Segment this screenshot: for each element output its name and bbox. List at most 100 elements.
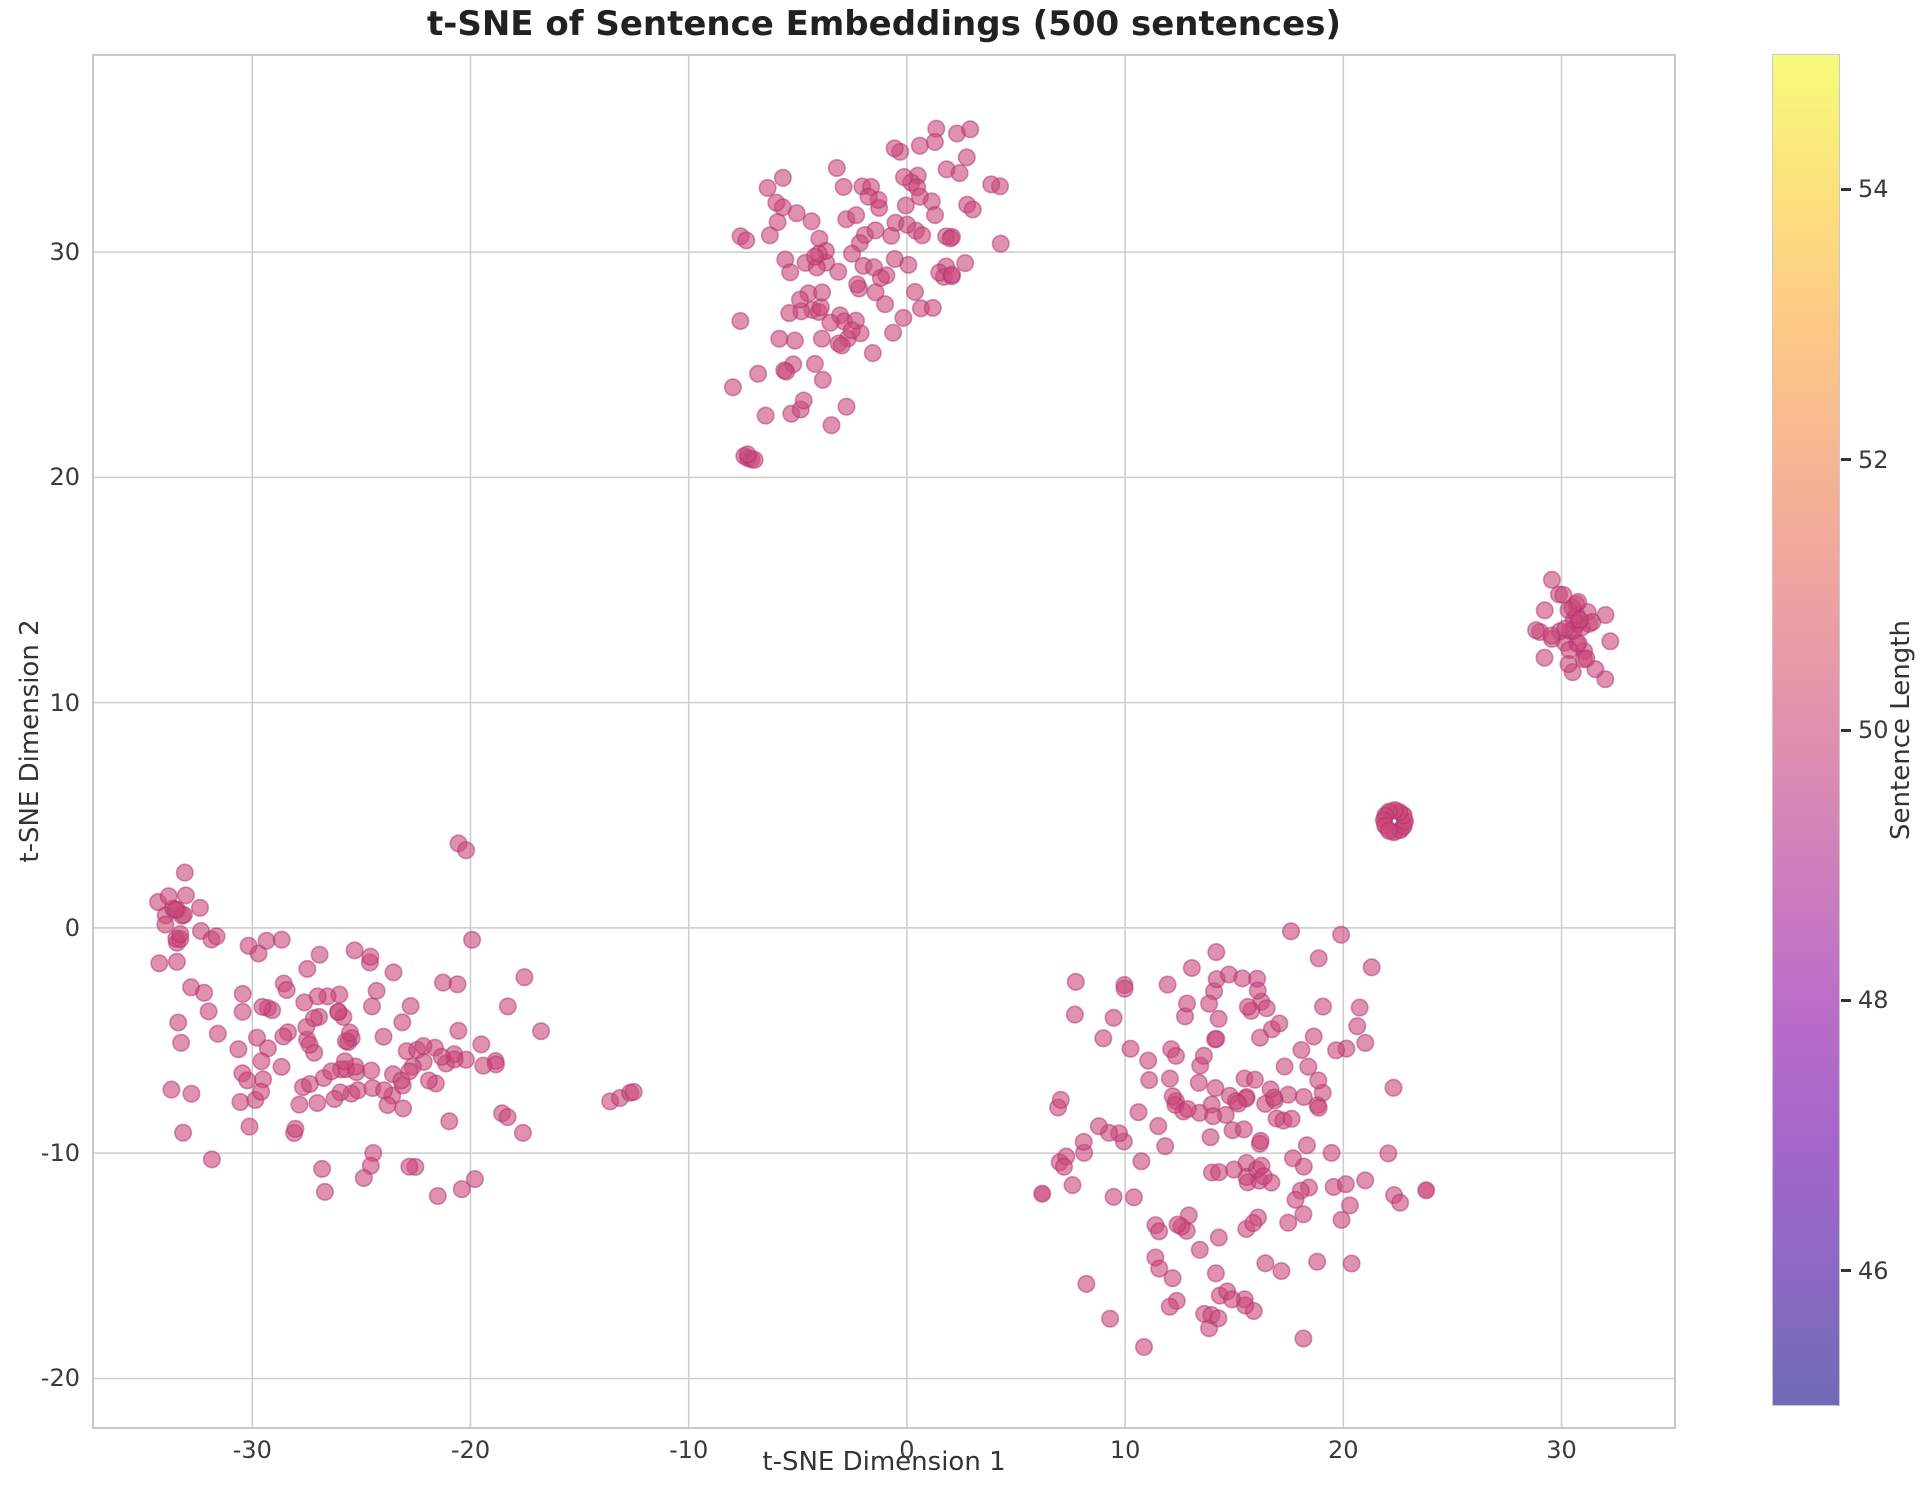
data-point [1182,958,1201,978]
data-point [1556,619,1575,638]
data-point [1342,1254,1361,1273]
data-point [195,983,214,1002]
colorbar-tick-mark [1841,187,1851,191]
data-point [286,1119,305,1138]
colorbar-tick-label: 54 [1858,175,1889,204]
data-point [1379,1144,1398,1163]
data-point [848,275,867,294]
data-point [624,1082,643,1101]
data-point [1281,922,1301,941]
data-point [325,1089,344,1109]
data-point [1156,1137,1175,1156]
data-point [401,996,420,1016]
data-point [1596,605,1615,625]
data-point [1168,1215,1187,1234]
data-point [322,1062,341,1081]
plot-border [92,54,1676,1429]
data-point [474,1056,493,1075]
data-point [1313,997,1333,1016]
data-point [172,1033,191,1052]
data-point [1308,1252,1327,1271]
data-point [419,1071,438,1090]
data-point [315,1182,334,1201]
data-point [449,1021,468,1040]
data-point [167,952,186,971]
data-point [272,1057,291,1076]
data-point [1601,632,1620,651]
data-point [950,164,969,183]
data-point [866,221,885,240]
data-point [1150,1259,1169,1278]
data-point [1569,592,1588,611]
data-point [834,177,853,196]
data-point [231,1092,250,1112]
data-point [175,863,194,882]
data-point [1236,1296,1255,1315]
data-point [896,196,915,215]
data-point [963,200,982,219]
data-point [756,406,775,425]
data-point [1209,1309,1228,1328]
data-point [723,378,742,397]
data-point [378,1095,397,1115]
data-point [345,941,364,960]
data-point [785,331,804,350]
colorbar-tick-label: 48 [1858,986,1889,1015]
x-tick-label: -10 [669,1436,709,1464]
data-point [298,959,317,978]
data-point [812,329,831,348]
data-point [813,370,832,389]
chart-title: t-SNE of Sentence Embeddings (500 senten… [426,4,1342,44]
data-point [313,1159,332,1178]
data-point [847,206,866,225]
data-point [1279,1213,1298,1232]
data-point [760,226,779,245]
data-point [277,980,296,1000]
data-point [329,1002,348,1022]
data-point [837,397,856,416]
data-point [1294,1087,1313,1107]
data-point [156,915,175,934]
data-point [1570,610,1589,629]
colorbar-tick-label: 50 [1858,716,1889,744]
data-point [1160,1069,1179,1088]
data-point [1294,1205,1313,1224]
data-point [1596,670,1615,689]
data-point [1309,949,1328,968]
data-point [794,391,813,410]
data-point [1272,1261,1291,1281]
data-point [790,290,810,309]
data-point [811,298,830,317]
data-point [1163,1269,1182,1288]
data-point [1384,1078,1403,1097]
data-point [1063,1176,1082,1195]
data-point [956,254,975,273]
data-point [457,841,476,860]
data-point [1327,1041,1346,1060]
data-point [773,168,792,187]
data-point [885,139,904,158]
data-point [1332,1210,1351,1229]
data-point [1270,1014,1289,1033]
data-point [1209,1009,1228,1028]
data-point [1309,1098,1328,1117]
data-point [1190,1240,1209,1259]
data-point [1089,1117,1108,1136]
data-point [362,997,382,1016]
data-point [1134,1337,1154,1357]
data-point [802,212,821,231]
y-tick-label: -20 [40,1364,80,1393]
x-axis-label: t-SNE Dimension 1 [762,1447,1006,1477]
data-point [182,1084,201,1103]
colorbar-gradient [1772,54,1840,1406]
data-point [1094,1029,1113,1048]
data-point [1074,1132,1093,1151]
x-tick-label: -20 [450,1436,491,1464]
data-point [910,136,929,155]
data-point [1282,1109,1301,1128]
data-point [171,924,190,944]
data-point [884,323,903,342]
data-point [1275,1057,1294,1076]
data-point [925,206,945,225]
